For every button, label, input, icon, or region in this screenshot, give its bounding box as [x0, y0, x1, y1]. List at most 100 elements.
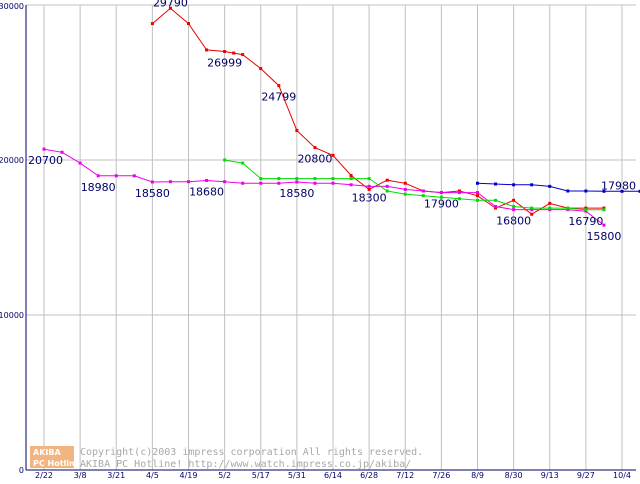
series-point-green-19	[566, 207, 569, 210]
series-point-magenta-0	[43, 148, 46, 151]
x-tick-label-6: 5/17	[252, 471, 270, 480]
y-tick-label-20000: 20000	[0, 156, 24, 165]
series-green	[223, 159, 605, 212]
x-tick-label-0: 2/22	[35, 471, 53, 480]
series-point-blue-4	[548, 185, 551, 188]
series-point-green-5	[313, 177, 316, 180]
x-tick-label-12: 8/9	[471, 471, 484, 480]
data-label-9: 18300	[352, 191, 387, 204]
series-point-magenta-24	[476, 191, 479, 194]
logo-text-top: AKIBA	[33, 448, 61, 457]
series-point-red-15	[404, 182, 407, 185]
series-point-red-7	[259, 67, 262, 70]
series-point-blue-2	[512, 183, 515, 186]
series-point-magenta-6	[151, 181, 154, 184]
series-point-red-4	[223, 50, 226, 53]
series-point-red-9	[295, 129, 298, 132]
data-label-6: 18580	[135, 187, 170, 200]
series-lines	[43, 7, 640, 227]
series-point-blue-1	[494, 183, 497, 186]
series-point-magenta-19	[386, 185, 389, 188]
series-point-red-5	[232, 52, 235, 55]
series-point-magenta-21	[422, 190, 425, 193]
series-point-magenta-20	[404, 188, 407, 191]
series-point-green-1	[241, 162, 244, 165]
series-point-magenta-5	[133, 174, 136, 177]
series-point-blue-6	[584, 190, 587, 193]
series-point-magenta-8	[187, 180, 190, 183]
series-line-red	[152, 8, 604, 214]
series-point-magenta-16	[332, 182, 335, 185]
series-point-green-16	[512, 205, 515, 208]
x-tick-label-9: 6/28	[360, 471, 378, 480]
grid-lines	[26, 5, 636, 470]
series-point-magenta-11	[241, 182, 244, 185]
series-line-green	[225, 160, 604, 210]
series-point-blue-5	[566, 190, 569, 193]
data-label-1: 26999	[207, 57, 242, 70]
x-tick-label-2: 3/21	[107, 471, 125, 480]
series-point-magenta-22	[440, 191, 443, 194]
data-label-3: 20800	[297, 153, 332, 166]
series-point-green-17	[530, 207, 533, 210]
series-point-green-10	[404, 193, 407, 196]
x-tick-label-1: 3/8	[74, 471, 87, 480]
data-label-4: 20700	[28, 154, 63, 167]
series-point-red-0	[151, 22, 154, 25]
x-tick-label-4: 4/19	[180, 471, 198, 480]
series-point-red-23	[548, 202, 551, 205]
data-label-5: 18980	[81, 181, 116, 194]
series-point-magenta-17	[350, 183, 353, 186]
y-tick-label-30000: 30000	[0, 2, 24, 11]
data-label-13: 17980	[601, 179, 636, 192]
x-tick-label-15: 9/27	[577, 471, 595, 480]
x-tick-label-10: 7/12	[396, 471, 414, 480]
series-point-green-7	[350, 177, 353, 180]
series-point-magenta-4	[115, 174, 118, 177]
x-tick-label-11: 7/26	[432, 471, 450, 480]
x-tick-label-5: 5/2	[218, 471, 231, 480]
series-point-red-12	[350, 174, 353, 177]
series-point-green-14	[476, 199, 479, 202]
x-tick-label-13: 8/30	[505, 471, 523, 480]
series-point-green-6	[332, 177, 335, 180]
data-label-7: 18680	[189, 185, 224, 198]
data-label-12: 16790	[568, 215, 603, 228]
series-point-magenta-26	[512, 208, 515, 211]
series-point-red-2	[187, 22, 190, 25]
series-point-red-3	[205, 48, 208, 51]
series-point-magenta-12	[259, 182, 262, 185]
series-point-green-8	[368, 177, 371, 180]
series-point-magenta-9	[205, 179, 208, 182]
series-point-magenta-18	[368, 185, 371, 188]
x-tick-label-8: 6/14	[324, 471, 342, 480]
series-point-magenta-14	[295, 181, 298, 184]
x-tick-label-16: 10/4	[613, 471, 631, 480]
site-url-line: AKIBA PC Hotline! http://www.watch.impre…	[80, 459, 411, 470]
series-point-green-2	[259, 177, 262, 180]
data-label-8: 18580	[279, 187, 314, 200]
series-point-red-21	[512, 199, 515, 202]
data-label-10: 17900	[424, 198, 459, 211]
logo-text-bottom: PC Hotline	[33, 459, 81, 468]
series-point-magenta-15	[313, 182, 316, 185]
series-point-magenta-13	[277, 182, 280, 185]
x-tick-label-7: 5/31	[288, 471, 306, 480]
series-point-green-0	[223, 159, 226, 162]
series-point-magenta-10	[223, 180, 226, 183]
series-point-green-20	[584, 208, 587, 211]
series-point-green-21	[602, 208, 605, 211]
series-point-magenta-23	[458, 191, 461, 194]
series-point-red-10	[313, 146, 316, 149]
series-point-magenta-25	[494, 205, 497, 208]
x-tick-label-3: 4/5	[146, 471, 159, 480]
series-point-red-19	[476, 194, 479, 197]
series-point-blue-3	[530, 183, 533, 186]
copyright-line: Copyright(c)2003 impress corporation All…	[80, 447, 423, 458]
data-label-11: 16800	[496, 215, 531, 228]
series-point-green-3	[277, 177, 280, 180]
series-point-red-8	[277, 84, 280, 87]
y-tick-label-10000: 10000	[0, 311, 24, 320]
